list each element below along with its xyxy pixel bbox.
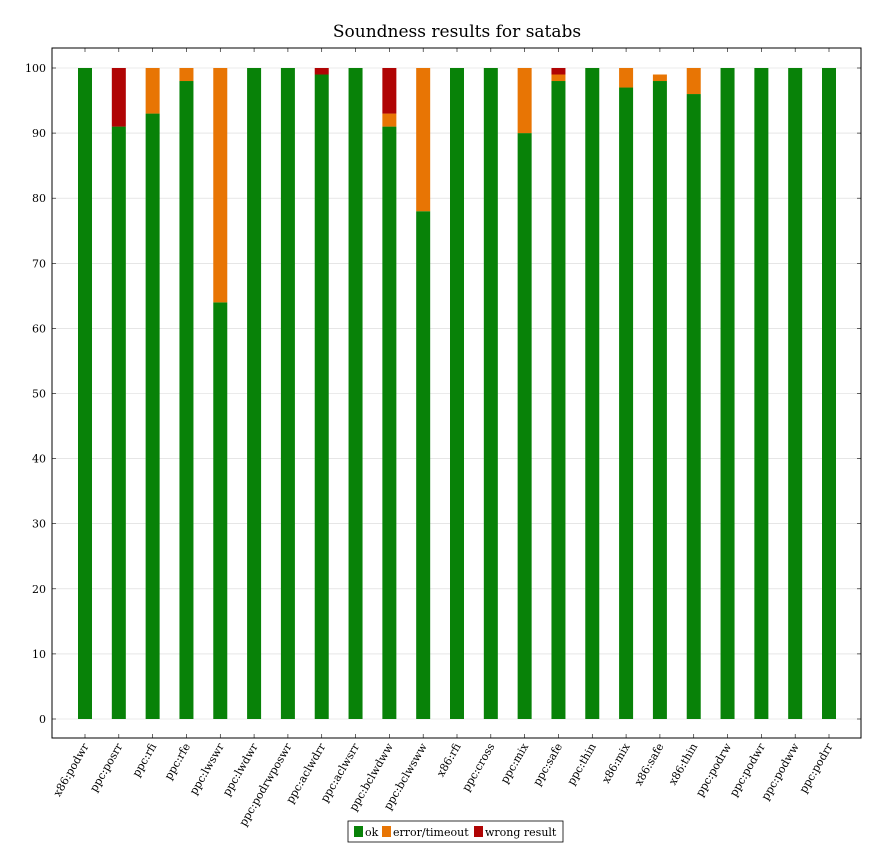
bar-segment	[450, 68, 464, 719]
x-tick-label: ppc:mix	[498, 740, 532, 785]
bar-segment	[111, 68, 126, 127]
bar-segment	[179, 81, 194, 719]
bar-segment	[652, 81, 667, 719]
y-tick-label: 0	[39, 713, 46, 726]
bar-segment	[585, 68, 600, 719]
bar-segment	[686, 68, 701, 95]
plot-frame	[51, 47, 862, 739]
bar-segment	[213, 68, 228, 303]
legend: ok error/timeout wrong result	[347, 820, 564, 843]
bar-segment	[551, 68, 566, 75]
bar-segment	[551, 81, 566, 719]
legend-swatch	[354, 826, 363, 837]
legend-label: error/timeout	[393, 826, 469, 839]
y-tick-label: 60	[32, 322, 46, 335]
bar-segment	[788, 68, 803, 719]
y-tick-label: 50	[32, 388, 46, 401]
legend-frame	[347, 820, 564, 843]
x-tick-label: ppc:posrr	[87, 740, 126, 794]
bar-segment	[416, 211, 431, 719]
y-tick-label: 40	[32, 453, 46, 466]
bar-segment	[348, 68, 363, 719]
bar-segment	[619, 87, 634, 719]
legend-label: wrong result	[485, 826, 557, 839]
y-tick-label: 30	[32, 518, 46, 531]
legend-swatch	[382, 826, 391, 837]
bar-segment	[382, 68, 397, 114]
x-tick-label: ppc:rfe	[162, 741, 193, 782]
bar-segment	[78, 68, 92, 719]
bar-segment	[652, 74, 667, 82]
bar-segment	[483, 68, 498, 719]
legend-label: ok	[365, 826, 379, 839]
bar-segment	[280, 68, 295, 719]
x-tick-label: ppc:cross	[460, 741, 498, 794]
bar-segment	[822, 68, 836, 719]
bar-segment	[517, 68, 532, 134]
x-tick-label: ppc:podrr	[797, 740, 836, 795]
x-tick-label: x86:mix	[599, 740, 633, 785]
bar-segment	[619, 68, 634, 88]
bar-segment	[111, 126, 126, 720]
legend-swatch	[474, 826, 483, 837]
bar-segment	[382, 113, 397, 127]
bar-segment	[416, 68, 431, 212]
bar-segment	[145, 68, 160, 114]
bar-segment	[551, 74, 566, 82]
chart-title: Soundness results for satabs	[333, 22, 581, 42]
bar-segment	[314, 68, 329, 75]
x-tick-label: x86:rfi	[434, 740, 464, 779]
y-tick-label: 100	[25, 62, 46, 75]
x-tick-label: ppc:rfi	[130, 740, 160, 779]
x-tick-label: ppc:safe	[530, 741, 565, 788]
bar-segment	[720, 68, 735, 719]
bar-segment	[213, 302, 228, 719]
bar-segment	[382, 126, 397, 720]
bar-segment	[179, 68, 194, 82]
y-tick-label: 20	[32, 583, 46, 596]
x-tick-label: x86:thin	[666, 741, 700, 787]
bar-segment	[247, 68, 262, 719]
bar-segment	[754, 68, 769, 719]
bar-segment	[145, 113, 160, 719]
bar-segment	[517, 133, 532, 720]
x-tick-label: ppc:thin	[565, 741, 599, 787]
x-tick-label: x86:podwr	[51, 740, 92, 798]
y-tick-label: 80	[32, 192, 46, 205]
y-tick-label: 90	[32, 127, 46, 140]
y-tick-label: 70	[32, 257, 46, 270]
x-tick-label: x86:safe	[632, 741, 667, 788]
y-tick-label: 10	[32, 648, 46, 661]
bar-segment	[686, 94, 701, 720]
bar-segment	[314, 74, 329, 719]
